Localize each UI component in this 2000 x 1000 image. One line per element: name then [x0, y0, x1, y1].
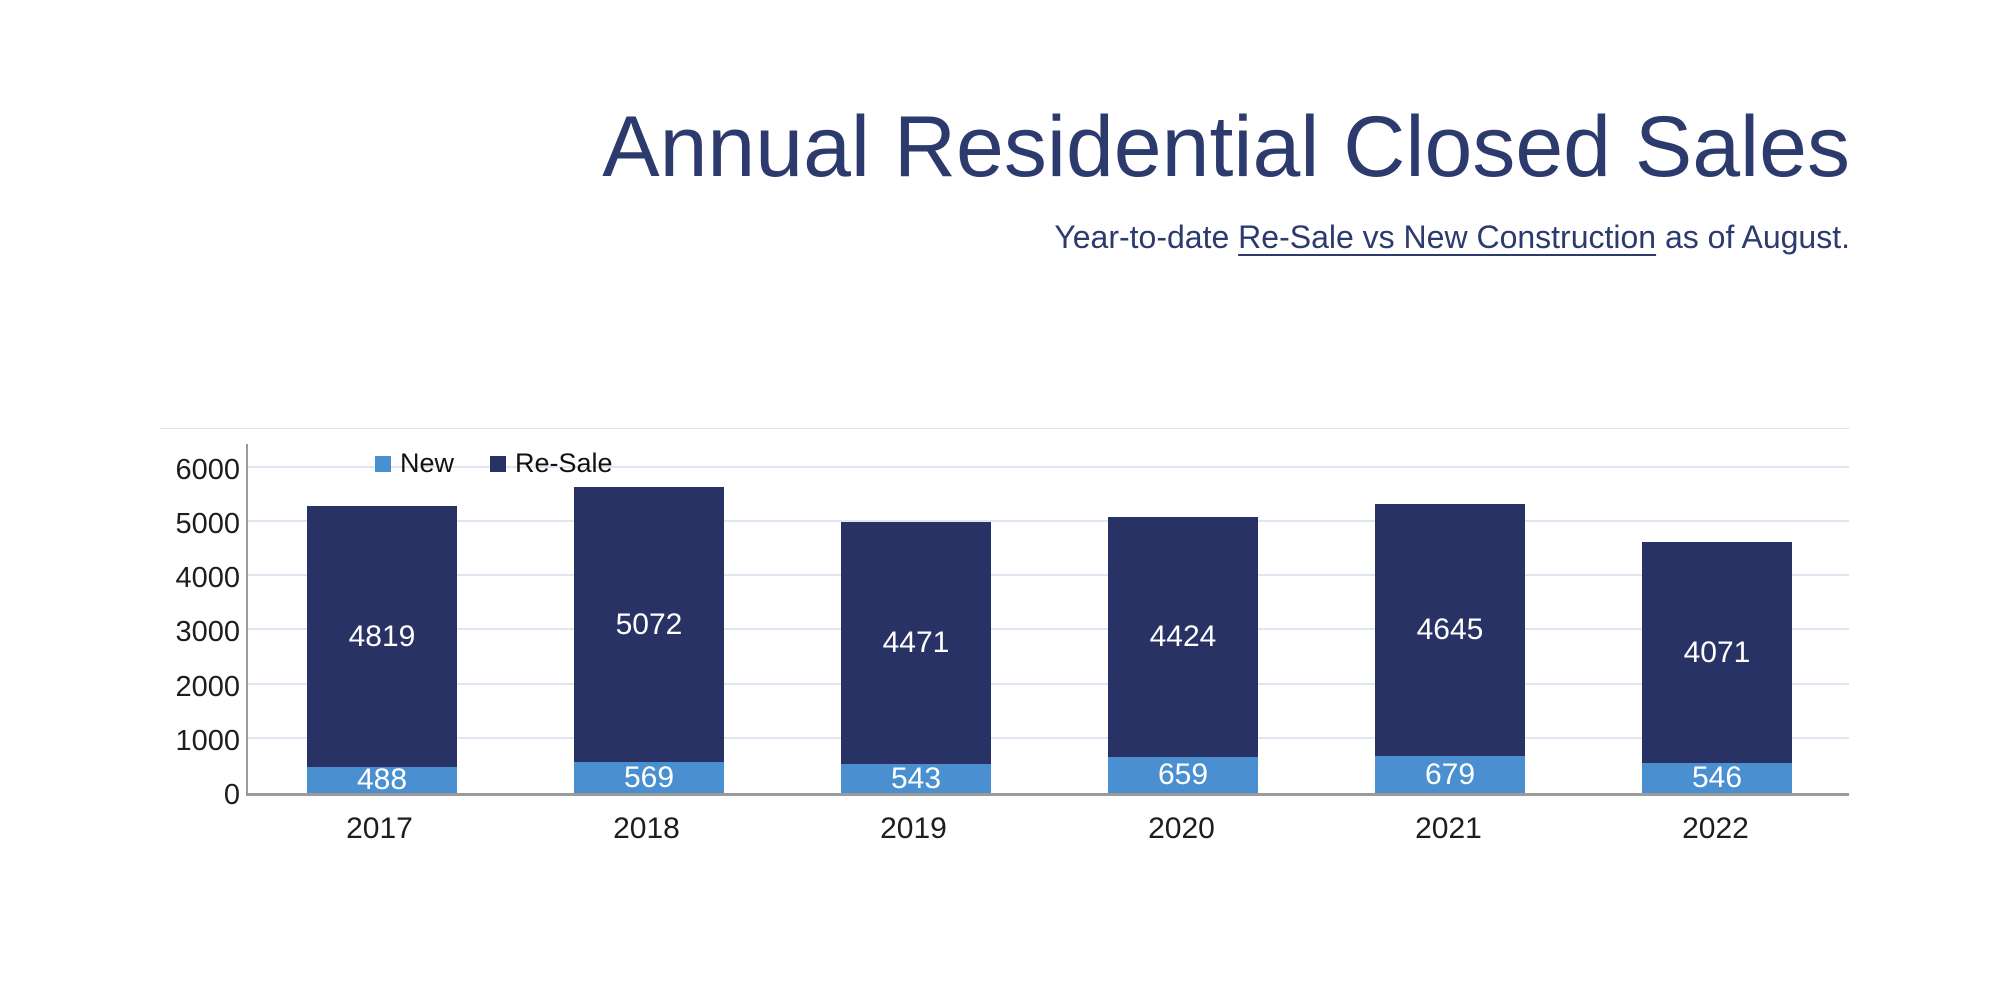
- chart-title: Annual Residential Closed Sales: [602, 99, 1850, 195]
- bar-segment-new-2020: 659: [1108, 757, 1258, 793]
- bar-label-new-2017: 488: [356, 763, 408, 796]
- y-tick-label-2000: 2000: [175, 671, 240, 703]
- x-tick-label-2019: 2019: [880, 812, 947, 845]
- y-tick-label-5000: 5000: [175, 508, 240, 540]
- legend-label: New: [400, 448, 455, 478]
- chart-header: Annual Residential Closed Sales Year-to-…: [250, 98, 1850, 256]
- legend-swatch-icon: [375, 455, 391, 472]
- bars-layer: 4819 488 5072 569 4471 543 4424 659 4645 679 4071 5…: [248, 444, 1849, 796]
- bar-segment-resale-2017: 4819: [307, 506, 457, 767]
- legend-label: Re-Sale: [515, 448, 613, 478]
- bar-stack-2017: 4819 488: [307, 506, 457, 796]
- bar-label-new-2018: 569: [623, 760, 675, 794]
- bar-label-resale-2018: 5072: [615, 607, 683, 641]
- x-tick-label-2018: 2018: [613, 812, 680, 845]
- gridline-1000: [248, 737, 1849, 739]
- bar-stack-2018: 5072 569: [574, 487, 724, 793]
- x-tick-label-2017: 2017: [346, 812, 413, 845]
- bar-segment-resale-2018: 5072: [574, 487, 724, 762]
- bar-label-resale-2022: 4071: [1683, 635, 1751, 669]
- y-tick-label-6000: 6000: [175, 454, 240, 486]
- bar-label-resale-2017: 4819: [348, 619, 416, 653]
- gridline-3000: [248, 628, 1849, 630]
- bar-label-resale-2020: 4424: [1149, 620, 1217, 653]
- y-axis-labels: 0 1000 2000 3000 4000 5000 6000: [160, 444, 240, 810]
- y-tick-label-1000: 1000: [175, 725, 240, 757]
- x-axis-labels: 2017 2018 2019 2020 2021 2022: [246, 814, 1849, 854]
- bar-segment-resale-2020: 4424: [1108, 517, 1258, 757]
- bar-stack-2022: 4071 546: [1642, 542, 1792, 793]
- gridline-5000: [248, 520, 1849, 522]
- subtitle-suffix: as of August.: [1656, 218, 1850, 255]
- y-tick-label-3000: 3000: [175, 616, 240, 648]
- y-tick-label-0: 0: [223, 779, 240, 811]
- bar-label-new-2022: 546: [1691, 761, 1743, 794]
- bar-segment-new-2019: 543: [841, 761, 991, 795]
- bar-segment-new-2022: 546: [1642, 763, 1792, 793]
- chart-legend: New Re-Sale: [375, 450, 613, 477]
- bar-segment-new-2018: 569: [574, 762, 724, 793]
- chart-subtitle: Year-to-date Re-Sale vs New Construction…: [250, 219, 1850, 256]
- legend-item-new: New: [375, 450, 454, 477]
- chart-area: 0 1000 2000 3000 4000 5000 6000 4819 488 5072 569…: [160, 428, 1850, 868]
- plot-area: 4819 488 5072 569 4471 543 4424 659 4645 679 4071 5…: [246, 444, 1849, 796]
- gridline-4000: [248, 574, 1849, 576]
- bar-label-resale-2019: 4471: [882, 626, 950, 659]
- bar-label-resale-2021: 4645: [1416, 613, 1484, 646]
- legend-item-re-sale: Re-Sale: [490, 450, 613, 477]
- legend-swatch-icon: [490, 455, 507, 472]
- bar-stack-2020: 4424 659: [1108, 517, 1258, 793]
- subtitle-underlined-text: Re-Sale vs New Construction: [1238, 218, 1657, 255]
- bar-stack-2021: 4645 679: [1375, 504, 1525, 793]
- x-tick-label-2020: 2020: [1148, 812, 1215, 845]
- bar-label-new-2020: 659: [1157, 758, 1209, 791]
- bar-label-new-2021: 679: [1424, 757, 1476, 791]
- bar-segment-resale-2022: 4071: [1642, 542, 1792, 763]
- bar-segment-new-2017: 488: [307, 763, 457, 796]
- x-tick-label-2021: 2021: [1415, 812, 1482, 845]
- subtitle-prefix: Year-to-date: [1054, 218, 1239, 255]
- y-tick-label-4000: 4000: [175, 562, 240, 594]
- bar-segment-resale-2021: 4645: [1375, 504, 1525, 756]
- bar-label-new-2019: 543: [890, 761, 942, 795]
- bar-segment-resale-2019: 4471: [841, 522, 991, 764]
- x-tick-label-2022: 2022: [1682, 812, 1749, 845]
- bar-stack-2019: 4471 543: [841, 522, 991, 793]
- gridline-6000: [248, 466, 1849, 468]
- bar-segment-new-2021: 679: [1375, 756, 1525, 793]
- gridline-2000: [248, 683, 1849, 685]
